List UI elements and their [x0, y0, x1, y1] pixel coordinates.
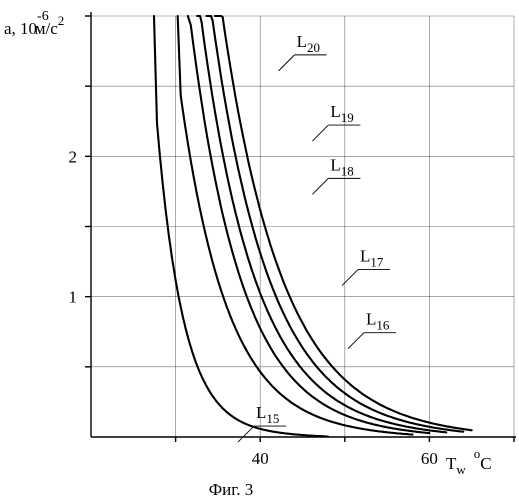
curve-L18 — [197, 16, 446, 432]
y-axis-title: a, 10-6м/с2 — [4, 9, 64, 38]
grid — [91, 16, 514, 437]
x-tick-label: 60 — [421, 449, 438, 468]
curve-label-L17: L17 — [342, 247, 390, 286]
figure-caption: Фиг. 3 — [209, 480, 254, 499]
curve-label-text: L18 — [330, 155, 353, 178]
curve-labels: L15 L16 L17 L18 L19 L20 — [238, 32, 396, 442]
curve-L17 — [188, 16, 430, 433]
label-leader — [238, 426, 254, 442]
y-tick-label: 1 — [69, 288, 78, 307]
label-leader — [348, 333, 364, 349]
label-leader — [279, 55, 295, 71]
x-axis-title: TwoC — [446, 446, 492, 477]
curve-label-L16: L16 — [348, 310, 396, 349]
curve-label-L20: L20 — [279, 32, 327, 71]
curve-label-text: L17 — [360, 247, 384, 270]
label-leader — [342, 270, 358, 286]
curve-label-text: L19 — [330, 102, 353, 125]
x-tick-label: 40 — [252, 449, 269, 468]
curve-label-text: L16 — [366, 310, 390, 333]
y-tick-label: 2 — [69, 147, 78, 166]
curve-label-L18: L18 — [312, 155, 360, 194]
label-leader — [312, 125, 328, 141]
curve-label-text: L20 — [297, 32, 320, 55]
curve-L20 — [215, 16, 472, 430]
label-leader — [312, 178, 328, 194]
curve-L16 — [178, 16, 413, 435]
curve-label-L19: L19 — [312, 102, 360, 141]
curve-label-text: L15 — [256, 403, 279, 426]
axes: 40 60 1 2 — [69, 12, 517, 468]
